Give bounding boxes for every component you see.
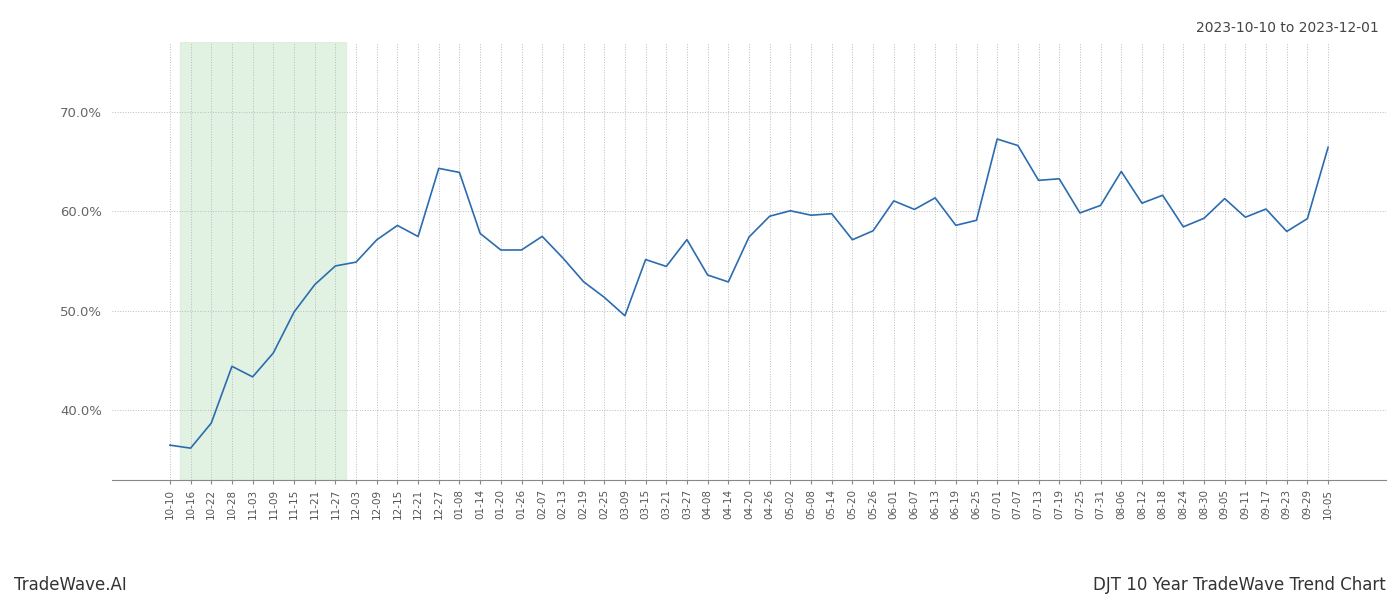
Text: 2023-10-10 to 2023-12-01: 2023-10-10 to 2023-12-01 [1196, 21, 1379, 35]
Bar [181, 42, 346, 480]
Text: TradeWave.AI: TradeWave.AI [14, 576, 127, 594]
Text: DJT 10 Year TradeWave Trend Chart: DJT 10 Year TradeWave Trend Chart [1093, 576, 1386, 594]
